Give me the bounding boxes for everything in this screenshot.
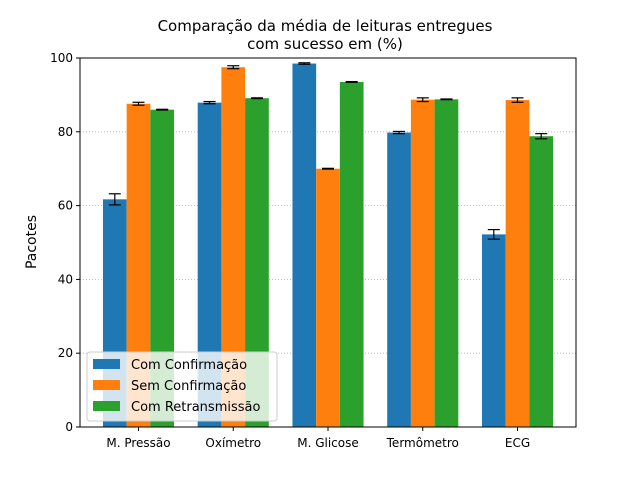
x-tick-label: ECG <box>505 436 530 450</box>
bar <box>292 63 317 427</box>
legend-swatch <box>93 380 120 390</box>
bar <box>339 81 364 428</box>
bar <box>150 109 175 427</box>
x-tick-label: Termômetro <box>386 436 459 450</box>
bar <box>126 103 151 428</box>
y-tick-label: 100 <box>50 51 73 65</box>
x-axis-ticks: M. Pressão Oxímetro M. Glicose Termômetro EC… <box>106 427 530 450</box>
y-tick-label: 0 <box>65 420 73 434</box>
bar <box>529 136 554 427</box>
y-axis-label: Pacotes <box>24 215 40 269</box>
bars <box>102 63 554 428</box>
legend-label: Com Confirmação <box>131 358 247 373</box>
legend-label: Com Retransmissão <box>131 400 260 415</box>
bar <box>197 102 222 428</box>
x-tick-label: M. Glicose <box>297 436 359 450</box>
bar <box>245 98 269 427</box>
bar <box>221 67 246 427</box>
legend: Com Confirmação Sem Confirmação Com Retran… <box>86 351 278 422</box>
y-axis-ticks: 0 20 40 60 80 100 <box>50 51 80 434</box>
error-bars <box>108 62 548 240</box>
y-tick-label: 60 <box>58 199 73 213</box>
legend-label: Sem Confirmação <box>131 379 246 394</box>
legend-swatch <box>93 401 120 411</box>
bar <box>410 99 435 428</box>
bar <box>481 234 506 427</box>
legend-box <box>86 351 278 422</box>
x-tick-label: M. Pressão <box>106 436 170 450</box>
x-tick-label: Oxímetro <box>205 436 261 450</box>
bar <box>505 100 530 427</box>
bar <box>387 132 411 427</box>
chart-title-line-2: com sucesso em (%) <box>247 35 403 53</box>
legend-swatch <box>93 359 120 369</box>
chart-title-line-1: Comparação da média de leituras entregue… <box>158 17 493 35</box>
y-tick-label: 80 <box>58 125 73 139</box>
y-tick-label: 20 <box>58 346 73 360</box>
bar <box>434 99 459 427</box>
y-tick-label: 40 <box>58 272 73 286</box>
bar <box>316 168 340 427</box>
